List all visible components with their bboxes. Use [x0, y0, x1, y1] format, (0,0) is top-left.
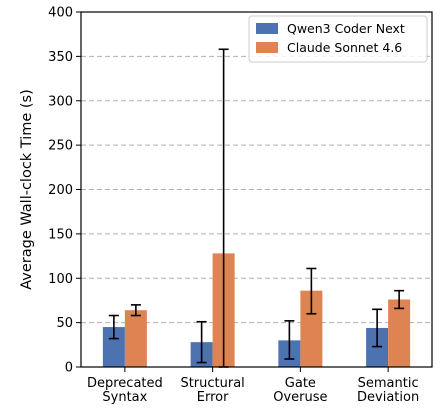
x-tick-label: Deviation [357, 390, 419, 405]
y-tick-label: 200 [48, 183, 73, 198]
y-tick-label: 400 [48, 6, 73, 21]
y-tick-label: 350 [48, 50, 73, 65]
legend-label: Claude Sonnet 4.6 [287, 40, 402, 55]
y-tick-label: 0 [65, 361, 73, 376]
legend-label: Qwen3 Coder Next [287, 21, 405, 36]
bar [366, 327, 389, 367]
y-tick-label: 300 [48, 94, 73, 109]
y-tick-label: 50 [56, 316, 73, 331]
error-bars [108, 48, 405, 368]
x-tick-label: Overuse [273, 390, 327, 405]
x-tick-label: Syntax [102, 390, 147, 405]
y-tick-label: 100 [48, 272, 73, 287]
x-tick-label: Gate [285, 376, 316, 391]
x-tick-label: Error [197, 390, 229, 405]
y-tick-label: 250 [48, 139, 73, 154]
legend-box [248, 15, 428, 63]
y-axis-title: Average Wall-clock Time (s) [19, 89, 35, 290]
y-axis: 0 50 100 150 200 250 300 350 400 [48, 6, 81, 376]
bar [124, 310, 147, 367]
legend-swatch [256, 23, 278, 34]
y-tick-label: 150 [48, 227, 73, 242]
bar [388, 299, 411, 367]
bar [102, 327, 125, 367]
x-tick-label: Structural [180, 376, 244, 391]
bars [102, 253, 411, 367]
legend-swatch [256, 42, 278, 53]
x-tick-label: Semantic [358, 376, 419, 391]
grid-lines [81, 55, 432, 324]
x-tick-label: Deprecated [87, 376, 163, 391]
bar [300, 290, 323, 367]
legend: Qwen3 Coder Next Claude Sonnet 4.6 [248, 15, 428, 63]
